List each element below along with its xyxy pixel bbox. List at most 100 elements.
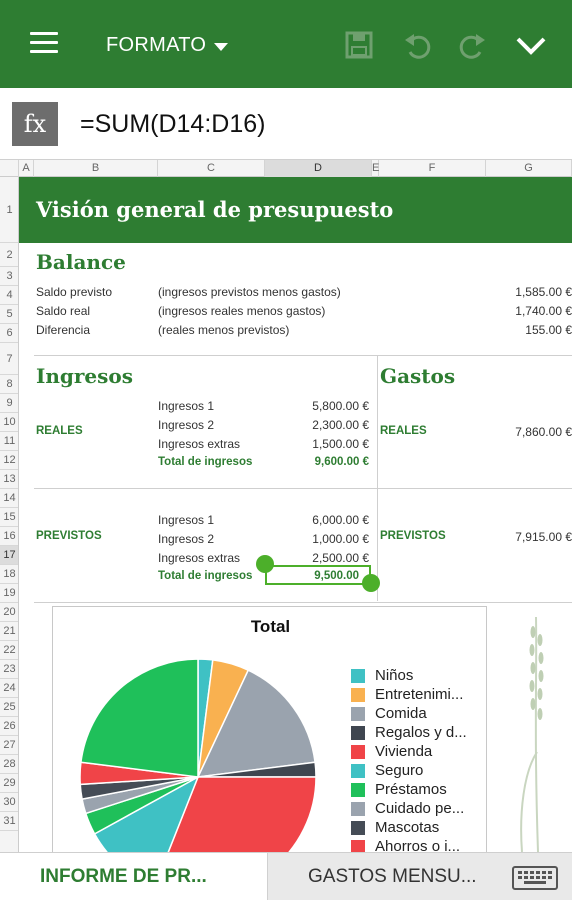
row-header-9[interactable]: 9 <box>0 394 18 413</box>
selected-cell-value[interactable]: 9,500.00 <box>314 570 359 582</box>
row-header-5[interactable]: 5 <box>0 305 18 324</box>
legend-label: Seguro <box>375 762 424 779</box>
legend-label: Préstamos <box>375 781 447 798</box>
ingreso-item-label: Ingresos extras <box>158 551 241 565</box>
ingreso-item-label: Ingresos 1 <box>158 399 215 413</box>
pie-slice-6 <box>93 775 200 852</box>
row-header-19[interactable]: 19 <box>0 584 18 603</box>
row-header-1[interactable]: 1 <box>0 177 18 243</box>
column-header-b[interactable]: B <box>34 160 158 177</box>
column-header-d[interactable]: D <box>265 160 372 177</box>
undo-icon[interactable] <box>402 30 432 60</box>
ingreso-item-value: 1,000.00 € <box>312 532 369 546</box>
hamburger-menu-icon[interactable] <box>26 30 60 58</box>
row-header-17[interactable]: 17 <box>0 546 18 565</box>
legend-item: Niños <box>351 667 413 684</box>
ingresos-heading: Ingresos <box>36 364 134 388</box>
select-all-corner[interactable] <box>0 160 19 177</box>
format-dropdown[interactable]: FORMATO <box>106 34 229 57</box>
total-label: Total de ingresos <box>158 570 253 582</box>
grass-decoration <box>520 616 544 852</box>
ingreso-item-value: 2,300.00 € <box>312 418 369 432</box>
column-header-bar: A B C D E F G <box>0 160 572 177</box>
row-header-16[interactable]: 16 <box>0 527 18 546</box>
row-header-6[interactable]: 6 <box>0 324 18 343</box>
row-header-2[interactable]: 2 <box>0 243 18 267</box>
row-header-10[interactable]: 10 <box>0 413 18 432</box>
column-header-a[interactable]: A <box>19 160 34 177</box>
formula-input[interactable]: =SUM(D14:D16) <box>80 110 266 138</box>
ingreso-item-value: 5,800.00 € <box>312 399 369 413</box>
tab-gastos[interactable]: GASTOS MENSU... <box>308 866 477 887</box>
ingreso-item-label: Ingresos 2 <box>158 532 215 546</box>
row-header-13[interactable]: 13 <box>0 470 18 489</box>
row-header-3[interactable]: 3 <box>0 267 18 286</box>
row-header-25[interactable]: 25 <box>0 698 18 717</box>
cell-selection[interactable] <box>265 565 371 585</box>
row-header-30[interactable]: 30 <box>0 793 18 812</box>
title-banner: Visión general de presupuesto <box>19 177 572 243</box>
legend-item: Ahorros o i... <box>351 838 460 852</box>
row-header-14[interactable]: 14 <box>0 489 18 508</box>
chevron-down-icon[interactable] <box>514 30 548 60</box>
row-header-7[interactable]: 7 <box>0 343 18 375</box>
legend-swatch <box>351 801 365 816</box>
row-header-23[interactable]: 23 <box>0 660 18 679</box>
column-header-g[interactable]: G <box>486 160 572 177</box>
legend-item: Regalos y d... <box>351 724 467 741</box>
ingreso-item-label: Ingresos 2 <box>158 418 215 432</box>
format-label: FORMATO <box>106 34 207 56</box>
pie-slice-3 <box>196 669 316 778</box>
row-header-26[interactable]: 26 <box>0 717 18 736</box>
ingreso-item-value: 2,500.00 € <box>312 551 369 565</box>
row-header-11[interactable]: 11 <box>0 432 18 451</box>
divider <box>34 602 572 603</box>
keyboard-icon[interactable] <box>512 866 558 890</box>
tab-informe[interactable]: INFORME DE PR... <box>0 853 268 900</box>
row-header-12[interactable]: 12 <box>0 451 18 470</box>
row-header-24[interactable]: 24 <box>0 679 18 698</box>
selection-handle-start[interactable] <box>256 555 274 573</box>
selection-handle-end[interactable] <box>362 574 380 592</box>
row-header-18[interactable]: 18 <box>0 565 18 584</box>
legend-item: Cuidado pe... <box>351 800 464 817</box>
row-header-4[interactable]: 4 <box>0 286 18 305</box>
legend-swatch <box>351 839 365 852</box>
gastos-previstos-value: 7,915.00 € <box>515 530 572 544</box>
redo-icon[interactable] <box>458 30 488 60</box>
column-header-f[interactable]: F <box>379 160 486 177</box>
fx-button[interactable]: fx <box>12 102 58 146</box>
legend-swatch <box>351 782 365 797</box>
row-header-8[interactable]: 8 <box>0 375 18 394</box>
column-header-e[interactable]: E <box>372 160 379 177</box>
row-header-31[interactable]: 31 <box>0 812 18 831</box>
save-icon[interactable] <box>344 30 374 60</box>
spreadsheet-grid[interactable]: Visión general de presupuesto Balance Sa… <box>19 177 572 852</box>
legend-swatch <box>351 706 365 721</box>
row-header-bar: 1 2 3 4 5 6 7 8 9 10 11 12 13 14 15 16 17 18 19 20 21 22 23 24 2… <box>0 177 19 852</box>
formula-bar: fx =SUM(D14:D16) <box>0 88 572 160</box>
chart-title: Total <box>250 617 291 636</box>
row-header-29[interactable]: 29 <box>0 774 18 793</box>
legend-swatch <box>351 744 365 759</box>
legend-label: Niños <box>375 667 414 684</box>
legend-swatch <box>351 820 365 835</box>
balance-value: 1,585.00 € <box>515 285 572 299</box>
gastos-heading: Gastos <box>380 364 456 388</box>
legend-item: Seguro <box>351 762 423 779</box>
legend-item: Mascotas <box>351 819 439 836</box>
legend-label: Ahorros o i... <box>375 838 461 852</box>
app-bar: FORMATO <box>0 0 572 88</box>
row-header-20[interactable]: 20 <box>0 603 18 622</box>
pie-chart <box>79 658 317 852</box>
legend-swatch <box>351 763 365 778</box>
legend-item: Vivienda <box>351 743 432 760</box>
pie-chart-container[interactable]: Total Niños Entretenimi... Comida Regalos y… <box>52 606 487 852</box>
sheet-title: Visión general de presupuesto <box>36 197 394 222</box>
row-header-28[interactable]: 28 <box>0 755 18 774</box>
row-header-22[interactable]: 22 <box>0 641 18 660</box>
row-header-27[interactable]: 27 <box>0 736 18 755</box>
row-header-21[interactable]: 21 <box>0 622 18 641</box>
column-header-c[interactable]: C <box>158 160 265 177</box>
row-header-15[interactable]: 15 <box>0 508 18 527</box>
